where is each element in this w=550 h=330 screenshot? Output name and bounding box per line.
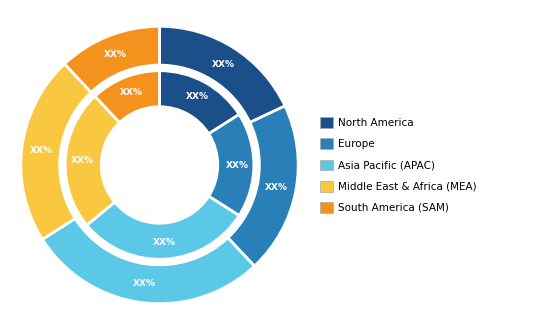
- Text: XX%: XX%: [70, 156, 94, 165]
- Wedge shape: [65, 96, 119, 225]
- Legend: North America, Europe, Asia Pacific (APAC), Middle East & Africa (MEA), South Am: North America, Europe, Asia Pacific (APA…: [320, 117, 476, 213]
- Wedge shape: [64, 26, 160, 92]
- Text: XX%: XX%: [226, 160, 249, 170]
- Wedge shape: [228, 106, 298, 266]
- Text: XX%: XX%: [133, 279, 156, 288]
- Wedge shape: [42, 218, 255, 304]
- Text: XX%: XX%: [212, 60, 235, 69]
- Wedge shape: [95, 71, 160, 122]
- Text: XX%: XX%: [30, 146, 53, 154]
- Text: XX%: XX%: [104, 50, 127, 59]
- Wedge shape: [87, 196, 239, 259]
- Wedge shape: [208, 115, 254, 215]
- Text: XX%: XX%: [153, 238, 176, 247]
- Text: XX%: XX%: [185, 92, 208, 101]
- Wedge shape: [21, 64, 91, 239]
- Text: XX%: XX%: [119, 88, 142, 97]
- Wedge shape: [160, 71, 239, 134]
- Text: XX%: XX%: [265, 183, 288, 192]
- Wedge shape: [160, 26, 285, 122]
